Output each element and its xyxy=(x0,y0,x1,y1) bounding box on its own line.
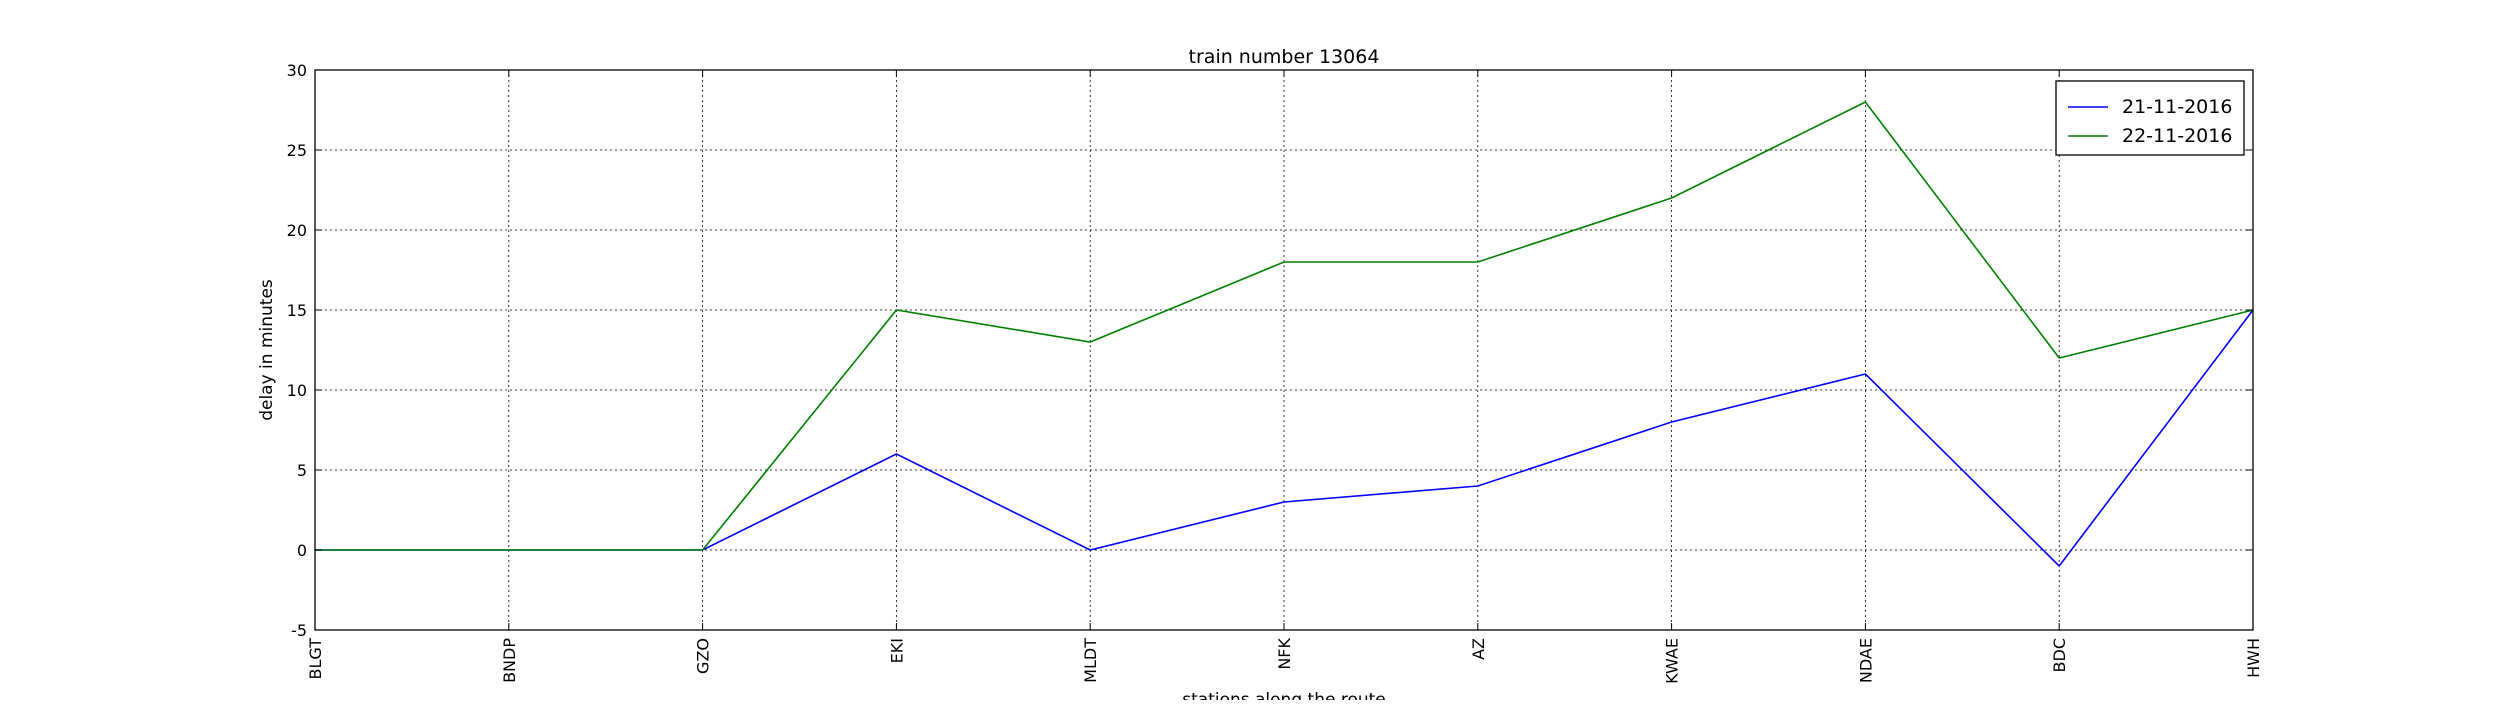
x-tick-label: BLGT xyxy=(306,638,325,680)
y-tick-label: 30 xyxy=(287,61,307,80)
y-tick-label: -5 xyxy=(291,621,307,640)
y-tick-label: 20 xyxy=(287,221,307,240)
x-tick-label: MLDT xyxy=(1081,638,1100,683)
legend-label-0: 21-11-2016 xyxy=(2122,96,2232,118)
x-tick-label: EKI xyxy=(887,638,906,663)
grid-lines xyxy=(315,70,2253,630)
series-lines xyxy=(315,100,2254,568)
legend-label-1: 22-11-2016 xyxy=(2122,125,2232,147)
x-tick-label: BNDP xyxy=(500,638,519,683)
y-tick-label: 15 xyxy=(287,301,307,320)
x-tick-label: NFK xyxy=(1275,638,1294,670)
y-axis-label: delay in minutes xyxy=(257,279,277,421)
y-tick-label: 25 xyxy=(287,141,307,160)
x-tick-label: HWH xyxy=(2244,638,2263,678)
chart-title: train number 13064 xyxy=(1189,46,1380,68)
x-axis-label: stations along the route xyxy=(1182,690,1386,700)
legend: 21-11-2016 22-11-2016 xyxy=(2055,80,2245,156)
series-line-0 xyxy=(315,309,2254,568)
series-line-1 xyxy=(315,100,2254,551)
x-tick-label: KWAE xyxy=(1663,638,1682,684)
y-tick-label: 0 xyxy=(297,541,307,560)
x-tick-label: NDAE xyxy=(1856,638,1875,683)
y-tick-label: 5 xyxy=(297,461,307,480)
legend-box xyxy=(2055,80,2245,156)
y-tick-label: 10 xyxy=(287,381,307,400)
x-tick-label: GZO xyxy=(694,638,713,674)
x-tick-label: BDC xyxy=(2050,638,2069,672)
x-tick-label: AZ xyxy=(1469,638,1488,660)
axis-ticks: BLGT BNDP GZO EKI MLDT NFK AZ KWAE NDAE BDC HWH -5 0… xyxy=(287,61,2263,684)
